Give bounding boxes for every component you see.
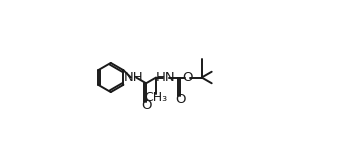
Text: O: O	[182, 71, 193, 84]
Text: O: O	[175, 93, 185, 106]
Text: CH₃: CH₃	[145, 91, 168, 104]
Text: NH: NH	[124, 71, 143, 84]
Text: O: O	[141, 99, 151, 112]
Text: HN: HN	[156, 71, 175, 84]
